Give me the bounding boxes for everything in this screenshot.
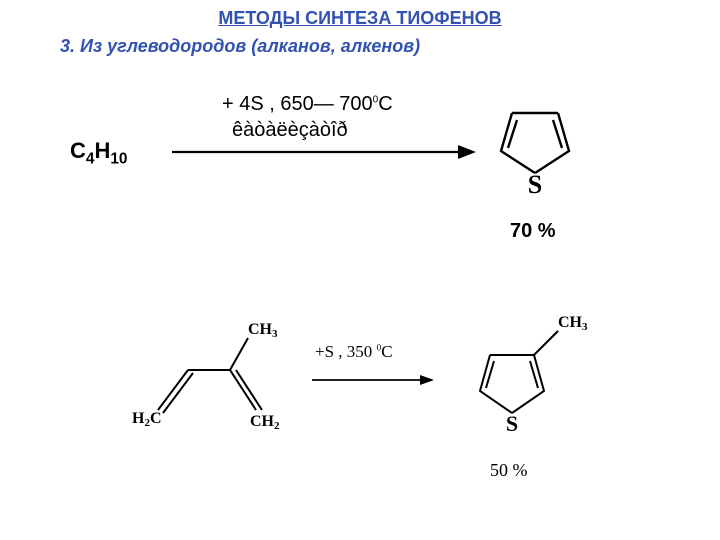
r2-product-3-methylthiophene: S CH3 xyxy=(450,313,600,453)
r2-prod-ch3: CH3 xyxy=(558,314,588,333)
r1-S-label: S xyxy=(528,170,542,199)
r1-H: H xyxy=(94,138,110,163)
r2-ch2-right: CH2 xyxy=(250,413,280,432)
r2-yield: 50 % xyxy=(490,460,528,481)
r2-arrow xyxy=(310,370,438,390)
r2-S-label: S xyxy=(506,411,518,436)
r2-ch3: CH3 xyxy=(248,321,278,340)
r1-cond1-main: + 4S , 650— 7000C xyxy=(222,93,393,115)
r2-reactant-isoprene: H2C CH3 CH2 xyxy=(130,320,300,440)
r1-ring xyxy=(501,113,569,173)
r2-h2c-left: H2C xyxy=(132,410,162,429)
r2-ring xyxy=(480,331,558,413)
r1-product-thiophene: S xyxy=(480,95,590,205)
page-title: МЕТОДЫ СИНТЕЗА ТИОФЕНОВ xyxy=(218,8,501,29)
r1-10: 10 xyxy=(110,150,127,167)
r1-C: C xyxy=(70,138,86,163)
r1-condition-line2: êàòàëèçàòîð xyxy=(232,119,348,142)
r1-arrow-head xyxy=(458,145,476,159)
r1-yield: 70 % xyxy=(510,220,556,243)
r2-cond-text: +S , 350 0C xyxy=(315,342,393,361)
page-subtitle: 3. Из углеводородов (алканов, алкенов) xyxy=(60,36,420,57)
r1-condition-line1: + 4S , 650— 7000C xyxy=(222,93,393,116)
r2-arrow-head xyxy=(420,375,434,385)
r2-condition: +S , 350 0C xyxy=(315,342,393,362)
r1-reactant-formula: C4H10 xyxy=(70,138,127,168)
r1-arrow xyxy=(170,140,480,164)
r2-skeleton xyxy=(158,338,262,413)
